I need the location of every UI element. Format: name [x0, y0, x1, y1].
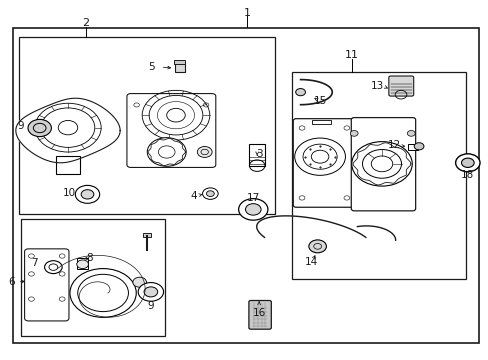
Circle shape [197, 147, 212, 157]
Text: 6: 6 [8, 277, 15, 287]
Text: 7: 7 [31, 258, 38, 268]
Circle shape [206, 191, 214, 197]
Circle shape [349, 131, 357, 136]
Bar [13, 28, 478, 343]
Bar [205, 191, 215, 196]
Circle shape [351, 141, 411, 186]
FancyBboxPatch shape [293, 119, 354, 207]
Circle shape [295, 89, 305, 96]
Circle shape [455, 154, 479, 172]
Circle shape [144, 287, 158, 297]
Text: 10: 10 [62, 188, 75, 198]
Circle shape [77, 260, 88, 269]
Text: 9: 9 [18, 121, 24, 131]
Bar [292, 72, 466, 279]
FancyBboxPatch shape [388, 76, 413, 96]
Bar [407, 144, 417, 149]
Circle shape [308, 240, 326, 253]
Polygon shape [16, 98, 120, 163]
Text: 12: 12 [387, 140, 401, 150]
Text: 8: 8 [86, 253, 93, 263]
Bar [174, 63, 184, 72]
Circle shape [413, 143, 423, 150]
Text: 2: 2 [82, 18, 89, 28]
Bar [21, 220, 164, 336]
Text: 14: 14 [305, 257, 318, 267]
Text: 15: 15 [313, 96, 326, 106]
Circle shape [407, 131, 414, 136]
Circle shape [147, 138, 186, 166]
Circle shape [245, 204, 261, 215]
Bar [173, 60, 185, 64]
Circle shape [461, 158, 473, 167]
Bar [249, 144, 265, 166]
Bar [311, 120, 330, 125]
Circle shape [28, 120, 51, 136]
FancyBboxPatch shape [350, 118, 415, 211]
Text: 9: 9 [147, 301, 154, 311]
Circle shape [138, 283, 163, 301]
FancyBboxPatch shape [127, 94, 215, 167]
Bar [77, 258, 88, 269]
Text: 4: 4 [190, 191, 196, 201]
Circle shape [75, 185, 100, 203]
Text: 18: 18 [460, 170, 473, 180]
Text: 16: 16 [252, 308, 265, 318]
Bar [143, 233, 151, 237]
Circle shape [70, 269, 136, 318]
FancyBboxPatch shape [248, 301, 271, 329]
Text: 5: 5 [148, 62, 155, 72]
Text: 13: 13 [370, 81, 384, 91]
Circle shape [44, 261, 62, 274]
Bar [56, 156, 80, 174]
Bar [19, 37, 275, 214]
Text: 3: 3 [255, 149, 262, 159]
Text: 17: 17 [246, 193, 259, 203]
Circle shape [202, 188, 218, 199]
Circle shape [81, 190, 94, 199]
Circle shape [238, 199, 267, 220]
Circle shape [133, 277, 146, 287]
Text: 11: 11 [344, 50, 358, 60]
FancyBboxPatch shape [24, 249, 69, 321]
Text: 1: 1 [243, 8, 250, 18]
